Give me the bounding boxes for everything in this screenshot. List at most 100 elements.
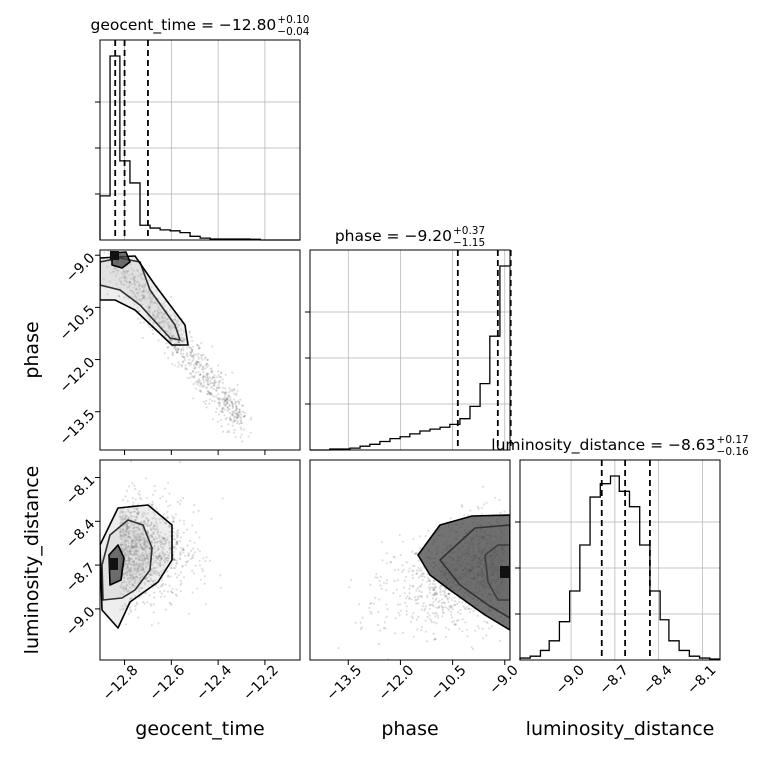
- sample-point: [162, 559, 166, 562]
- sample-point: [129, 460, 133, 463]
- sample-point: [369, 610, 372, 613]
- sample-point: [469, 509, 472, 512]
- sample-point: [175, 559, 178, 562]
- sample-point: [235, 416, 238, 419]
- sample-point: [136, 561, 139, 565]
- sample-point: [231, 413, 234, 416]
- sample-point: [121, 498, 125, 502]
- sample-point: [151, 536, 154, 539]
- sample-point: [374, 596, 377, 599]
- sample-point: [168, 525, 171, 528]
- sample-point: [222, 430, 225, 433]
- sample-point: [123, 551, 126, 554]
- sample-point: [176, 348, 180, 351]
- sample-point: [125, 528, 128, 531]
- sample-point: [176, 326, 179, 329]
- sample-point: [126, 571, 129, 574]
- sample-point: [140, 545, 143, 548]
- x-tick-label-luminosity_distance-2: −8.4: [640, 662, 675, 697]
- sample-point: [125, 489, 129, 492]
- sample-point: [120, 544, 123, 547]
- sample-point: [142, 521, 145, 524]
- sample-point: [134, 605, 137, 608]
- sample-point: [139, 532, 142, 535]
- sample-point: [178, 519, 182, 522]
- sample-point: [135, 516, 138, 519]
- sample-point: [157, 557, 160, 560]
- sample-point: [220, 371, 223, 374]
- sample-point: [134, 557, 137, 560]
- sample-point: [121, 543, 124, 546]
- sample-point: [126, 566, 129, 569]
- sample-point: [133, 279, 136, 282]
- sample-point: [149, 297, 152, 300]
- contour-1_0-0: [100, 257, 181, 341]
- sample-point: [443, 590, 446, 593]
- sample-point: [131, 540, 135, 543]
- sample-point: [163, 312, 166, 315]
- sample-point: [124, 553, 127, 556]
- sample-point: [135, 538, 138, 541]
- sample-point: [196, 363, 199, 366]
- sample-point: [152, 580, 155, 583]
- sample-point: [153, 572, 156, 575]
- sample-point: [461, 630, 464, 633]
- sample-point: [189, 351, 192, 354]
- sample-point: [125, 545, 128, 548]
- sample-point: [417, 566, 420, 570]
- sample-point: [140, 525, 143, 528]
- sample-point: [141, 546, 144, 550]
- sample-point: [167, 555, 170, 558]
- sample-point: [213, 383, 216, 387]
- sample-point: [127, 557, 131, 560]
- sample-point: [176, 346, 179, 350]
- sample-point: [157, 313, 160, 316]
- sample-point: [166, 536, 169, 539]
- sample-point: [241, 440, 244, 443]
- sample-point: [172, 312, 175, 315]
- sample-point: [148, 550, 151, 553]
- sample-point: [176, 534, 179, 538]
- sample-point: [139, 521, 142, 524]
- sample-point: [125, 567, 128, 570]
- sample-point: [133, 545, 136, 548]
- sample-point: [123, 275, 126, 278]
- sample-point: [249, 431, 252, 434]
- sample-point: [414, 551, 417, 555]
- sample-point: [150, 583, 153, 586]
- sample-point: [434, 638, 437, 641]
- sample-point: [460, 504, 463, 507]
- sample-point: [203, 582, 206, 585]
- sample-point: [141, 572, 144, 575]
- sample-point: [124, 572, 127, 575]
- sample-point: [131, 549, 134, 552]
- sample-point: [144, 557, 148, 560]
- sample-point: [213, 379, 216, 382]
- sample-point: [128, 558, 131, 561]
- sample-point: [140, 564, 143, 567]
- sample-point: [137, 567, 140, 570]
- sample-point: [191, 369, 195, 373]
- sample-point: [134, 519, 137, 522]
- sample-point: [226, 396, 229, 399]
- sample-point: [109, 272, 112, 275]
- sample-point: [159, 497, 162, 500]
- sample-point: [135, 533, 138, 536]
- sample-point: [467, 607, 470, 610]
- sample-point: [120, 542, 123, 545]
- sample-point: [239, 422, 242, 425]
- sample-point: [443, 593, 446, 596]
- sample-point: [173, 314, 176, 317]
- sample-point: [127, 285, 130, 288]
- sample-point: [188, 376, 192, 379]
- sample-point: [140, 587, 143, 590]
- sample-point: [483, 620, 486, 623]
- sample-point: [196, 383, 199, 386]
- sample-point: [151, 329, 154, 332]
- sample-point: [432, 632, 435, 636]
- sample-point: [125, 531, 128, 534]
- sample-point: [134, 507, 137, 510]
- sample-point: [405, 605, 408, 608]
- sample-point: [432, 588, 435, 591]
- sample-point: [125, 514, 129, 518]
